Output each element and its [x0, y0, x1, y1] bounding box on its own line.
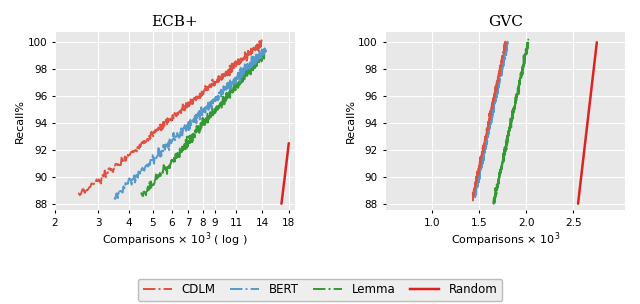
Y-axis label: Recall%: Recall%: [346, 99, 355, 143]
X-axis label: Comparisons $\times$ 10$^3$: Comparisons $\times$ 10$^3$: [451, 231, 560, 250]
Title: GVC: GVC: [488, 15, 523, 29]
Legend: CDLM, BERT, Lemma, Random: CDLM, BERT, Lemma, Random: [138, 279, 502, 301]
Title: ECB+: ECB+: [152, 15, 198, 29]
Y-axis label: Recall%: Recall%: [15, 99, 25, 143]
X-axis label: Comparisons $\times$ 10$^3$ ( log ): Comparisons $\times$ 10$^3$ ( log ): [102, 231, 248, 250]
